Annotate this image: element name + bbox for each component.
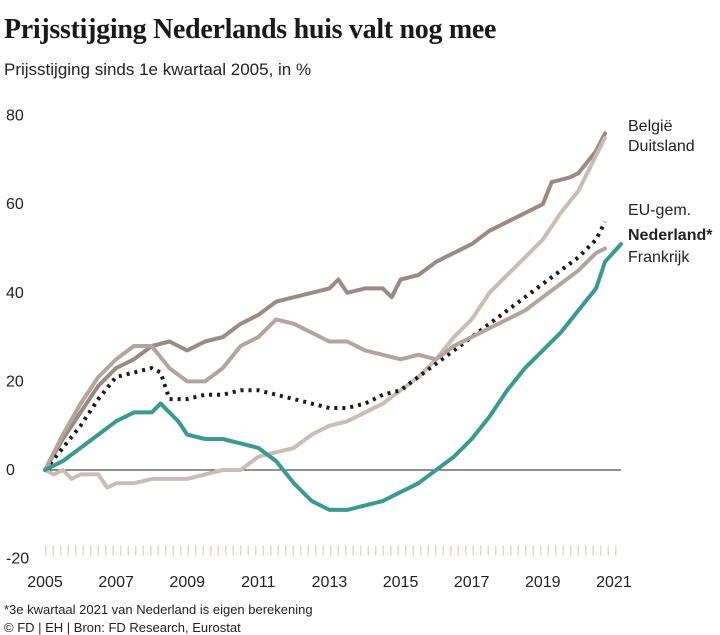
x-tick-label: 2015 bbox=[383, 574, 419, 591]
series-line-nederland bbox=[43, 242, 623, 512]
line-chart: 80 60 40 20 0 -20 2005 2007 2009 2011 2013 2015 201… bbox=[6, 108, 713, 591]
legend-label: België bbox=[628, 118, 673, 135]
y-axis-labels: 80 60 40 20 0 -20 bbox=[6, 108, 29, 568]
series-line-duitsland bbox=[43, 135, 607, 490]
x-tick-label: 2007 bbox=[98, 574, 134, 591]
legend-label: Duitsland bbox=[628, 138, 695, 155]
legend-label: Frankrijk bbox=[628, 249, 690, 266]
y-tick-label: 20 bbox=[6, 373, 24, 390]
y-tick-label: -20 bbox=[6, 551, 29, 568]
series-line-frankrijk bbox=[43, 246, 607, 472]
x-tick-label: 2009 bbox=[169, 574, 205, 591]
y-tick-label: 40 bbox=[6, 285, 24, 302]
series-line-eu-gem bbox=[43, 221, 607, 472]
x-tick-label: 2017 bbox=[454, 574, 490, 591]
legend-label: Nederland* bbox=[628, 227, 713, 244]
chart-grid bbox=[45, 469, 621, 556]
series-line-belgi bbox=[43, 131, 607, 472]
chart-title: Prijsstijging Nederlands huis valt nog m… bbox=[4, 14, 497, 45]
footnote: *3e kwartaal 2021 van Nederland is eigen… bbox=[4, 602, 313, 617]
x-tick-label: 2005 bbox=[27, 574, 63, 591]
x-tick-label: 2013 bbox=[312, 574, 348, 591]
y-tick-label: 0 bbox=[6, 462, 15, 479]
legend-label: EU-gem. bbox=[628, 202, 691, 219]
chart-subtitle: Prijsstijging sinds 1e kwartaal 2005, in… bbox=[4, 60, 312, 79]
x-tick-label: 2011 bbox=[241, 574, 276, 591]
chart-series bbox=[43, 131, 623, 512]
y-tick-label: 60 bbox=[6, 196, 24, 213]
x-tick-label: 2021 bbox=[596, 574, 632, 591]
y-tick-label: 80 bbox=[6, 108, 24, 125]
x-tick-label: 2019 bbox=[525, 574, 561, 591]
x-axis-labels: 2005 2007 2009 2011 2013 2015 2017 2019 2021 bbox=[27, 574, 632, 591]
chart-legend: België Duitsland EU-gem. Nederland* Frankrij… bbox=[628, 118, 713, 266]
source-credits: © FD | EH | Bron: FD Research, Eurostat bbox=[4, 620, 241, 635]
